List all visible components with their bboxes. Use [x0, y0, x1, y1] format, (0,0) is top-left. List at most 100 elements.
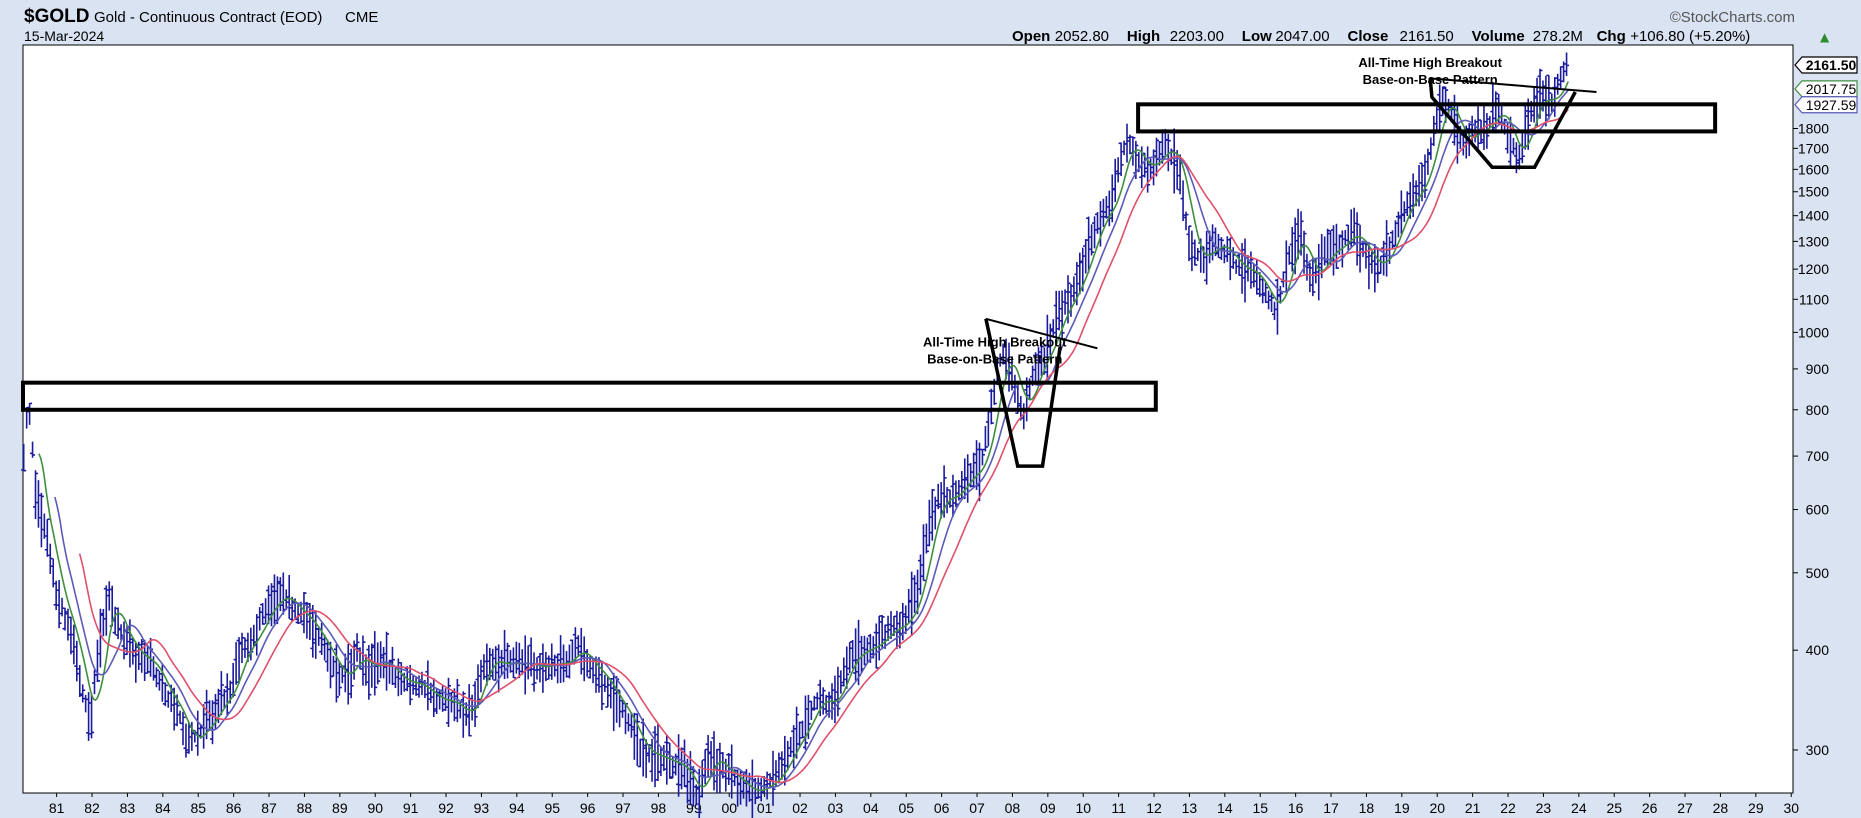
brand-label[interactable]: ©StockCharts.com	[1670, 9, 1795, 26]
price-bar	[463, 702, 469, 726]
price-bar	[1115, 157, 1121, 183]
price-bar	[1272, 301, 1278, 321]
price-bar	[266, 585, 272, 625]
price-bar	[1109, 174, 1115, 223]
price-bar	[162, 682, 168, 707]
x-tick-label: 09	[1040, 800, 1056, 816]
resistance-box	[1136, 102, 1718, 134]
price-bar	[546, 655, 552, 680]
y-tick-label: 1300	[1798, 233, 1829, 249]
price-bar	[47, 543, 53, 574]
value-tag-label: 2017.75	[1806, 81, 1857, 97]
price-bar	[56, 580, 62, 629]
price-bar	[30, 441, 36, 458]
price-bar	[853, 628, 859, 681]
price-bar	[345, 643, 351, 705]
price-bar	[1384, 220, 1390, 277]
price-bar	[212, 693, 218, 731]
price-bar	[850, 640, 856, 669]
x-tick-label: 05	[898, 800, 914, 816]
resistance-box	[21, 380, 1158, 412]
price-bar	[446, 677, 452, 728]
price-bar	[1392, 220, 1398, 247]
price-bar	[1103, 196, 1109, 219]
value-tag-box	[1794, 80, 1858, 98]
price-bar	[956, 480, 962, 501]
price-bar	[1050, 319, 1056, 338]
pattern-line	[984, 318, 1062, 468]
price-bar	[165, 690, 171, 708]
price-bar	[1251, 264, 1257, 288]
price-bar	[112, 606, 118, 635]
price-bar	[330, 655, 336, 678]
price-bar	[1000, 343, 1006, 365]
price-bar	[764, 771, 770, 800]
price-bar	[1390, 230, 1396, 249]
x-tick-label: 26	[1642, 800, 1658, 816]
y-tick-label: 1200	[1798, 261, 1829, 277]
price-bar	[611, 672, 617, 731]
price-bar	[590, 658, 596, 684]
price-bar	[628, 712, 634, 738]
y-tick-label: 1800	[1798, 121, 1829, 137]
price-bar	[823, 694, 829, 714]
price-bar	[106, 581, 112, 611]
price-bar	[602, 674, 608, 693]
pattern-line	[985, 317, 1098, 350]
price-bar	[1062, 289, 1068, 315]
price-bar	[83, 694, 89, 713]
x-tick-label: 03	[828, 800, 844, 816]
x-tick-label: 19	[1394, 800, 1410, 816]
plot-area[interactable]	[22, 44, 1794, 794]
price-bar	[392, 667, 398, 689]
price-bar	[1381, 240, 1387, 276]
quote-bar: Open 2052.80 High 2203.00 Low 2047.00 Close 216…	[1012, 28, 1750, 45]
price-bar	[950, 474, 956, 517]
price-bar	[1083, 239, 1089, 274]
x-tick-label: 27	[1677, 800, 1693, 816]
up-arrow-icon: ▲	[1820, 30, 1830, 44]
quote-volume-label: Volume	[1472, 28, 1525, 45]
price-bar	[210, 700, 216, 745]
quote-chg-label: Chg	[1597, 28, 1626, 45]
quote-close-value: 2161.50	[1400, 28, 1454, 45]
pattern-line	[1430, 77, 1597, 93]
price-bar	[578, 627, 584, 675]
symbol-label: $GOLD	[24, 6, 89, 27]
price-bar	[1124, 123, 1130, 163]
price-bar	[121, 621, 127, 660]
price-bar	[944, 486, 950, 514]
price-bar	[531, 652, 537, 692]
price-bar	[923, 523, 929, 554]
price-bar	[153, 667, 159, 688]
price-bar	[425, 660, 431, 711]
price-bar	[726, 753, 732, 785]
y-tick-label: 700	[1806, 448, 1830, 464]
price-bar	[1401, 201, 1407, 222]
price-bar	[962, 458, 968, 500]
price-bar	[490, 648, 496, 680]
price-bar	[643, 739, 649, 779]
price-bar	[705, 734, 711, 778]
price-bar	[1183, 211, 1189, 231]
price-bar	[289, 596, 295, 623]
price-bar	[696, 768, 702, 818]
price-bar	[1056, 290, 1062, 331]
price-bar	[1289, 227, 1295, 272]
price-bar	[71, 624, 77, 665]
price-bar	[820, 687, 826, 715]
price-bar	[864, 637, 870, 663]
x-tick-label: 88	[297, 800, 313, 816]
price-bar	[888, 611, 894, 639]
price-bar	[1192, 239, 1198, 266]
y-tick-label: 800	[1806, 402, 1830, 418]
price-bar	[1033, 352, 1039, 384]
value-tag-label: 2161.50	[1806, 57, 1857, 73]
price-bar	[1546, 74, 1552, 120]
price-bar	[77, 665, 83, 697]
price-bar	[62, 607, 68, 631]
price-bar	[608, 678, 614, 709]
price-bar	[271, 574, 277, 624]
